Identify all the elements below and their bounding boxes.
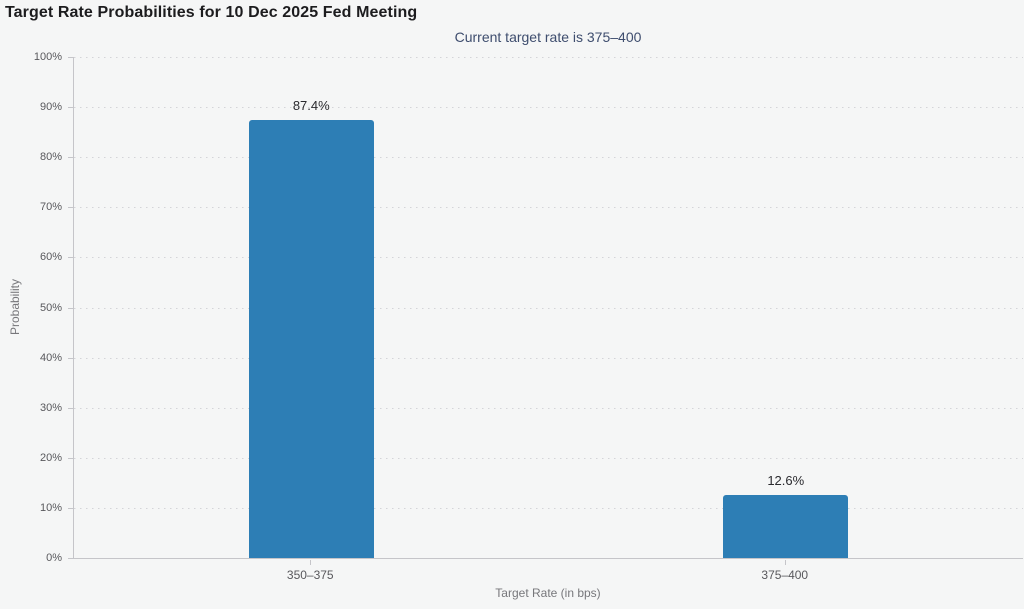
y-tick-label-30: 30%: [39, 401, 62, 414]
y-tick-label-0: 0%: [46, 552, 62, 564]
plot-area: 87.4% 12.6%: [73, 57, 1023, 559]
y-axis-tick-labels: 0% 10% 20% 30% 40% 50% 60% 70% 80% 90% 100%: [0, 51, 73, 564]
y-tick-mark-60: [68, 257, 73, 259]
y-gridline-50: [74, 307, 1023, 309]
bar-350-375[interactable]: [248, 120, 374, 558]
y-tick-mark-40: [68, 357, 73, 359]
y-tick-label-50: 50%: [39, 301, 62, 314]
y-gridline-80: [74, 157, 1023, 159]
y-gridline-60: [74, 257, 1023, 259]
y-tick-mark-30: [68, 407, 73, 409]
y-gridline-100: [74, 57, 1023, 58]
y-gridline-40: [74, 357, 1023, 359]
y-tick-mark-20: [68, 457, 73, 459]
y-gridline-70: [74, 207, 1023, 209]
chart-title: Target Rate Probabilities for 10 Dec 202…: [5, 4, 418, 21]
y-gridline-10: [74, 507, 1023, 509]
x-axis-title: Target Rate (in bps): [495, 586, 601, 600]
y-tick-mark-10: [68, 507, 73, 509]
y-gridline-30: [74, 407, 1023, 409]
x-category-label-350-375: 350–375: [286, 568, 334, 582]
x-tick-mark-350-375: [310, 560, 312, 565]
y-tick-mark-80: [68, 157, 73, 159]
y-tick-mark-0: [68, 558, 73, 559]
bar-value-label-350-375: 87.4%: [292, 98, 330, 114]
y-tick-label-60: 60%: [39, 251, 62, 264]
y-tick-mark-100: [68, 57, 73, 58]
x-tick-mark-375-400: [784, 560, 786, 565]
bar-value-label-375-400: 12.6%: [767, 472, 805, 488]
y-tick-label-80: 80%: [39, 151, 62, 164]
y-gridline-90: [74, 107, 1023, 109]
x-axis-tick-labels: 350–375 375–400: [73, 560, 1023, 586]
x-category-label-375-400: 375–400: [761, 568, 809, 582]
y-tick-label-70: 70%: [39, 201, 62, 214]
y-tick-label-90: 90%: [39, 101, 62, 114]
y-tick-label-20: 20%: [39, 451, 62, 464]
y-tick-label-40: 40%: [39, 351, 62, 364]
chart-subtitle: Current target rate is 375–400: [454, 29, 642, 45]
y-tick-mark-70: [68, 207, 73, 209]
bar-375-400[interactable]: [723, 494, 849, 558]
y-gridline-20: [74, 457, 1023, 459]
y-tick-mark-90: [68, 107, 73, 109]
y-tick-label-100: 100%: [33, 51, 62, 63]
y-tick-mark-50: [68, 307, 73, 309]
y-tick-label-10: 10%: [39, 501, 62, 514]
